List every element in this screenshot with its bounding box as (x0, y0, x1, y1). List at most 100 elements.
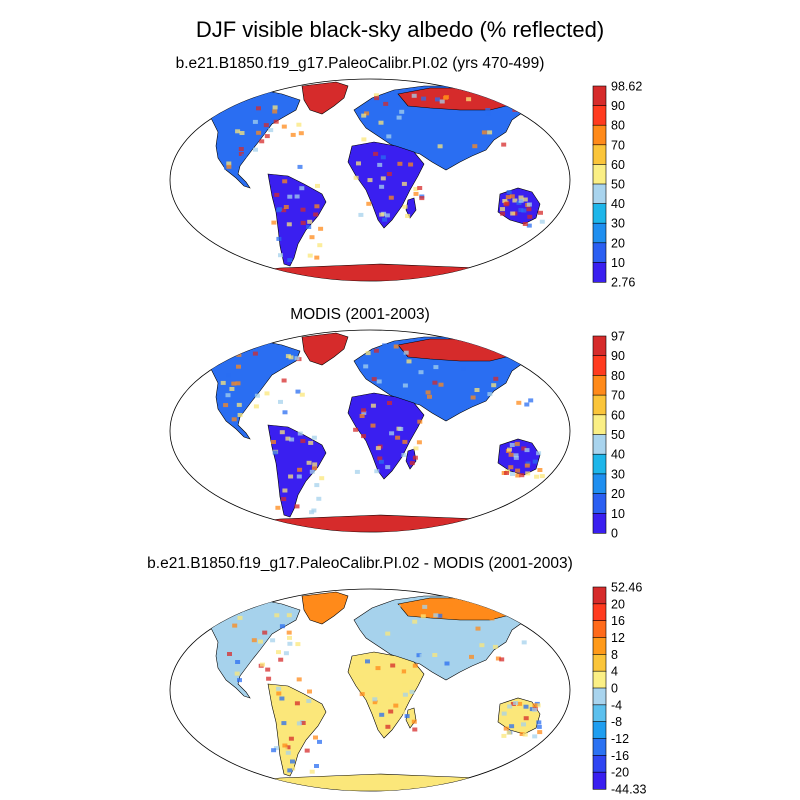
grid-cell (518, 208, 524, 213)
colorbar-tick-label: 80 (611, 119, 625, 133)
grid-cell (385, 465, 391, 470)
grid-cell (389, 431, 395, 436)
grid-cell (411, 668, 417, 673)
grid-cell (288, 355, 294, 360)
colorbar-tick-label: -4 (611, 698, 622, 712)
grid-cell (437, 613, 443, 618)
grid-cell (272, 109, 278, 114)
grid-cell (234, 412, 240, 416)
colorbar-tick-label: 0 (611, 527, 618, 541)
grid-cell (521, 722, 526, 727)
grid-cell (317, 243, 323, 248)
grid-cell (485, 112, 491, 117)
grid-cell (252, 351, 258, 356)
colorbar-tick-label: 2.76 (611, 276, 635, 290)
grid-cell (399, 109, 405, 114)
grid-cell (307, 253, 313, 258)
grid-cell (413, 187, 419, 191)
grid-cell (536, 720, 542, 725)
grid-cell (294, 504, 300, 509)
eurasia-snow-landmass (397, 87, 521, 111)
grid-cell (290, 766, 296, 771)
grid-cell (229, 131, 235, 136)
colorbar: 98.62 90 80 70 60 50 40 30 20 10 2.76 (592, 80, 642, 290)
grid-cell (469, 654, 474, 659)
grid-cell (479, 643, 485, 648)
grid-cell (433, 365, 439, 370)
colorbar-swatch (592, 414, 607, 436)
grid-cell (374, 96, 380, 101)
grid-cell (297, 164, 303, 169)
grid-cell (254, 393, 260, 398)
grid-cell (359, 692, 365, 697)
grid-cell (311, 435, 317, 440)
grid-cell (383, 101, 389, 106)
grid-cell (308, 440, 314, 445)
grid-cell (237, 678, 242, 683)
grid-cell (506, 730, 512, 735)
grid-cell (385, 724, 391, 729)
grid-cell (366, 201, 372, 206)
grid-cell (513, 455, 519, 460)
grid-cell (417, 186, 423, 190)
grid-cell (499, 657, 505, 662)
grid-cell (238, 147, 244, 151)
grid-cell (282, 488, 288, 493)
grid-cell (523, 716, 529, 721)
grid-cell (510, 211, 516, 216)
colorbar-tick-label: 70 (611, 389, 625, 403)
grid-cell (536, 724, 542, 729)
colorbar-swatch (592, 512, 607, 534)
grid-cell (466, 97, 472, 102)
grid-cell (504, 471, 509, 475)
grid-cell (472, 144, 478, 149)
colorbar-swatch (592, 242, 607, 264)
grid-cell (258, 639, 263, 644)
grid-cell (309, 235, 315, 240)
grid-cell (516, 200, 522, 205)
colorbar-tick-label: 10 (611, 256, 625, 270)
grid-cell (283, 651, 289, 656)
colorbar-tick-label: 50 (611, 428, 625, 442)
grid-cell (524, 463, 530, 468)
grid-cell (534, 474, 540, 479)
grid-cell (495, 656, 501, 661)
grid-cell (259, 139, 265, 144)
grid-cell (361, 408, 366, 413)
colorbar-tick-label: 70 (611, 138, 625, 152)
grid-cell (288, 736, 294, 741)
grid-cell (238, 152, 244, 156)
grid-cell (398, 427, 404, 431)
colorbar-tick-label: 80 (611, 369, 625, 383)
grid-cell (526, 223, 532, 228)
grid-cell (419, 653, 425, 658)
grid-cell (234, 671, 240, 676)
grid-cell (300, 207, 306, 212)
colorbar-swatch (592, 687, 607, 706)
grid-cell (271, 440, 276, 444)
grid-cell (401, 669, 407, 674)
grid-cell (278, 657, 284, 662)
grid-cell (361, 410, 367, 415)
grid-cell (411, 93, 417, 98)
grid-cell (412, 727, 418, 732)
grid-cell (372, 697, 378, 702)
grid-cell (487, 130, 493, 135)
colorbar-swatch (592, 183, 607, 205)
grid-cell (489, 629, 495, 634)
grid-cell (502, 199, 508, 203)
eurasia-snow-landmass (397, 597, 521, 621)
grid-cell (525, 461, 531, 466)
grid-cell (282, 743, 288, 748)
grid-cell (287, 768, 293, 773)
greenland-landmass (301, 81, 349, 115)
grid-cell (279, 624, 285, 629)
grid-cell (226, 164, 232, 169)
grid-cell (276, 686, 282, 691)
grid-cell (306, 460, 312, 465)
grid-cell (527, 350, 533, 355)
grid-cell (377, 456, 383, 461)
grid-cell (299, 392, 305, 397)
grid-cell (418, 370, 424, 375)
grid-cell (373, 151, 379, 156)
